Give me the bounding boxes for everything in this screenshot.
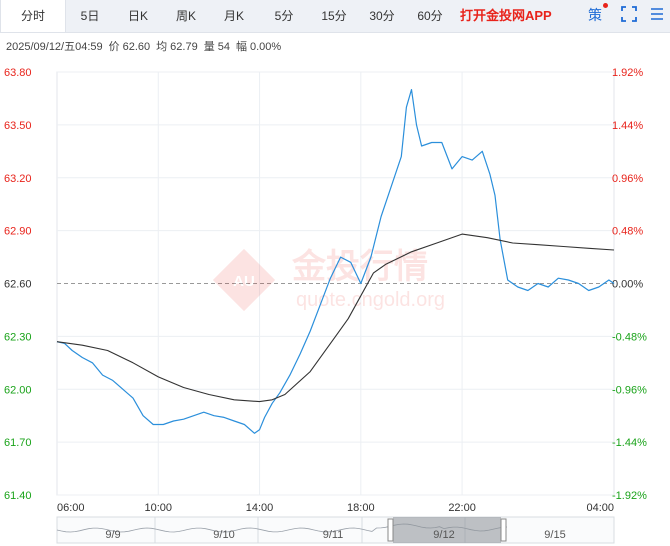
avg-label: 均 [156, 41, 168, 53]
tab-15min[interactable]: 15分 [321, 9, 347, 23]
navigator-left-handle [387, 518, 394, 542]
intraday-chart[interactable]: 63.80 1.92% 63.50 1.44% 63.20 0.96% 62.90 0.48%… [0, 61, 670, 546]
x-tick-label: 10:00 [145, 502, 173, 514]
range-navigator[interactable]: 9/9 9/10 9/11 9/12 9/15 [0, 510, 670, 546]
y-tick-label: 62.60 [4, 279, 32, 291]
volume-value: 54 [217, 41, 230, 53]
navigator-date-label: 9/11 [323, 529, 344, 541]
y-tick-label: 62.00 [4, 384, 32, 396]
tab-30min[interactable]: 30分 [369, 9, 395, 23]
quote-datetime: 2025/09/12/五04:59 [6, 41, 103, 53]
x-tick-label: 14:00 [246, 502, 274, 514]
y-tick-label: 61.40 [4, 490, 32, 502]
y-tick-label: 62.30 [4, 331, 32, 343]
volume-label: 量 [203, 41, 215, 53]
navigator-date-label: 9/12 [433, 529, 454, 541]
pct-tick-label: 1.44% [612, 120, 643, 132]
watermark-diamond [212, 248, 276, 312]
pct-tick-label: -1.44% [612, 437, 647, 449]
watermark-url: quote.cngold.org [296, 289, 445, 311]
x-tick-label: 22:00 [448, 502, 476, 514]
pct-tick-label: -0.96% [612, 384, 647, 396]
tab-weekly-k[interactable]: 周K [175, 9, 196, 23]
navigator-date-label: 9/10 [213, 529, 234, 541]
navigator-date-label: 9/15 [544, 529, 565, 541]
price-value: 62.60 [122, 41, 151, 53]
y-tick-label: 61.70 [4, 437, 32, 449]
x-tick-label: 06:00 [57, 502, 85, 514]
tab-5day[interactable]: 5日 [80, 9, 100, 23]
tab-fenshi[interactable]: 分时 [0, 0, 66, 32]
price-label: 价 [108, 41, 120, 53]
change-label: 幅 [235, 41, 247, 53]
pct-tick-label: -0.48% [612, 331, 647, 343]
open-app-link[interactable]: 打开金投网APP [460, 8, 552, 23]
notification-dot [603, 3, 608, 8]
navigator-date-label: 9/9 [105, 529, 120, 541]
change-value: 0.00% [249, 41, 282, 53]
fullscreen-icon[interactable] [621, 6, 637, 22]
navigator-right-handle [500, 518, 507, 542]
pct-tick-label: 0.48% [612, 226, 643, 238]
pct-tick-label: -1.92% [612, 490, 647, 502]
price-line [56, 88, 615, 434]
menu-icon[interactable] [650, 6, 664, 22]
y-tick-label: 63.20 [4, 173, 32, 185]
tab-daily-k[interactable]: 日K [127, 9, 148, 23]
quote-infobar: 2025/09/12/五04:59 价 62.60 均 62.79 量 54 幅 0.00% [6, 38, 287, 54]
avg-value: 62.79 [170, 41, 198, 53]
y-tick-label: 62.90 [4, 226, 32, 238]
pct-tick-label: 0.00% [612, 279, 643, 291]
x-tick-label: 18:00 [347, 502, 375, 514]
x-tick-label: 04:00 [586, 502, 614, 514]
period-tabbar: 分时 5日 日K 周K 月K 5分 15分 30分 60分 打开金投网APP 策 [0, 0, 670, 33]
navigator-selection [393, 517, 501, 543]
pct-tick-label: 1.92% [612, 67, 643, 79]
pct-tick-label: 0.96% [612, 173, 643, 185]
navigator-frame [56, 516, 615, 544]
y-tick-label: 63.50 [4, 120, 32, 132]
strategy-button[interactable]: 策 [588, 7, 602, 23]
watermark-badge: AU [233, 273, 255, 290]
y-tick-label: 63.80 [4, 67, 32, 79]
tab-60min[interactable]: 60分 [417, 9, 443, 23]
tab-5min[interactable]: 5分 [274, 9, 294, 23]
tab-monthly-k[interactable]: 月K [223, 9, 244, 23]
average-line [56, 233, 615, 403]
